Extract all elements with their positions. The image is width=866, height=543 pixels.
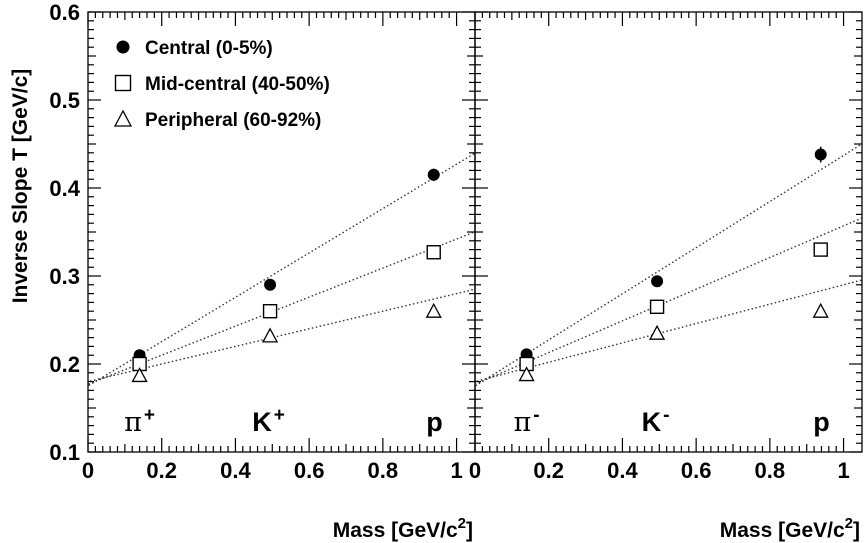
- particle-label-2: K +: [252, 405, 285, 437]
- particle-label-3: p: [426, 407, 443, 437]
- particle-symbol: π: [514, 407, 532, 438]
- x-tick-label: 0.4: [607, 458, 638, 483]
- x-tick-label: 0.8: [368, 458, 399, 483]
- x-axis-title-main: Mass [GeV/c: [720, 519, 845, 542]
- fit-lines: [475, 143, 862, 387]
- data-point-central: [814, 148, 827, 161]
- x-axis-title: Mass [GeV/c2]: [720, 515, 860, 542]
- data-point-midcentral: [649, 299, 665, 314]
- x-axis-title-sup: 2: [458, 515, 466, 532]
- x-tick-label: 1: [837, 458, 849, 483]
- particle-label-1: π +: [124, 405, 155, 438]
- particle-symbol: π: [124, 407, 142, 438]
- x-tick-label: 0: [469, 458, 481, 483]
- legend-label-3: Peripheral (60-92%): [145, 110, 321, 131]
- x-axis-title: Mass [GeV/c2]: [333, 515, 473, 542]
- data-point-peripheral: [518, 366, 535, 382]
- x-axis-title-main: Mass [GeV/c: [333, 519, 458, 542]
- particle-charge: -: [663, 405, 669, 426]
- data-point-peripheral: [261, 327, 279, 343]
- y-axis-title: Inverse Slope T [GeV/c]: [9, 69, 32, 304]
- legend-label-2: Mid-central (40-50%): [145, 74, 330, 95]
- legend-marker-central: [116, 40, 130, 54]
- data-point-peripheral: [131, 367, 148, 383]
- particle-symbol: K: [252, 407, 272, 437]
- y-tick-label: 0.3: [49, 264, 80, 289]
- y-tick-label: 0.5: [49, 88, 80, 113]
- data-point-midcentral: [426, 245, 441, 260]
- y-tick-label: 0.1: [49, 440, 80, 465]
- fit-line-series-1: [88, 152, 475, 387]
- x-tick-label: 0.6: [294, 458, 325, 483]
- particle-symbol: p: [813, 407, 830, 437]
- particle-charge: +: [274, 405, 285, 426]
- x-tick-label: 0.2: [533, 458, 564, 483]
- legend-marker-midcentral: [114, 74, 132, 92]
- data-point-midcentral: [813, 242, 828, 257]
- x-tick-label: 0.8: [755, 458, 786, 483]
- legend: Central (0-5%) Mid-central (40-50%) Periph…: [113, 38, 330, 131]
- data-point-peripheral: [812, 302, 829, 318]
- fit-lines: [88, 152, 475, 387]
- data-point-central: [427, 168, 440, 181]
- y-tick-label: 0.4: [49, 176, 80, 201]
- data-point-central: [264, 278, 277, 291]
- x-tick-label: 0.6: [681, 458, 712, 483]
- data-point-peripheral: [425, 302, 442, 318]
- particle-label-2: K-: [642, 405, 670, 437]
- plot-frame: [474, 11, 863, 453]
- legend-label-1: Central (0-5%): [145, 38, 273, 59]
- y-tick-label: 0.6: [49, 0, 80, 25]
- x-axis-title-end: ]: [853, 519, 860, 542]
- particle-symbol: K: [642, 407, 662, 437]
- data-point-peripheral: [648, 324, 666, 340]
- x-tick-label: 0.2: [146, 458, 177, 483]
- particle-symbol: p: [426, 407, 443, 437]
- particle-charge: +: [144, 405, 155, 426]
- x-tick-label: 1: [450, 458, 462, 483]
- particle-charge: -: [533, 405, 539, 426]
- particle-label-1: π-: [514, 405, 540, 438]
- particle-label-3: p: [813, 407, 830, 437]
- fit-line-series-3: [475, 279, 862, 383]
- x-axis-title-sup: 2: [845, 515, 853, 532]
- x-tick-label: 0: [82, 458, 94, 483]
- fit-line-series-3: [88, 288, 475, 383]
- legend-marker-peripheral: [113, 109, 133, 127]
- data-point-midcentral: [262, 304, 278, 319]
- y-tick-label: 0.2: [49, 352, 80, 377]
- fit-line-series-2: [475, 217, 862, 386]
- x-tick-label: 0.4: [220, 458, 251, 483]
- x-axis-title-end: ]: [466, 519, 473, 542]
- data-point-central: [651, 275, 664, 288]
- fit-line-series-1: [475, 143, 862, 387]
